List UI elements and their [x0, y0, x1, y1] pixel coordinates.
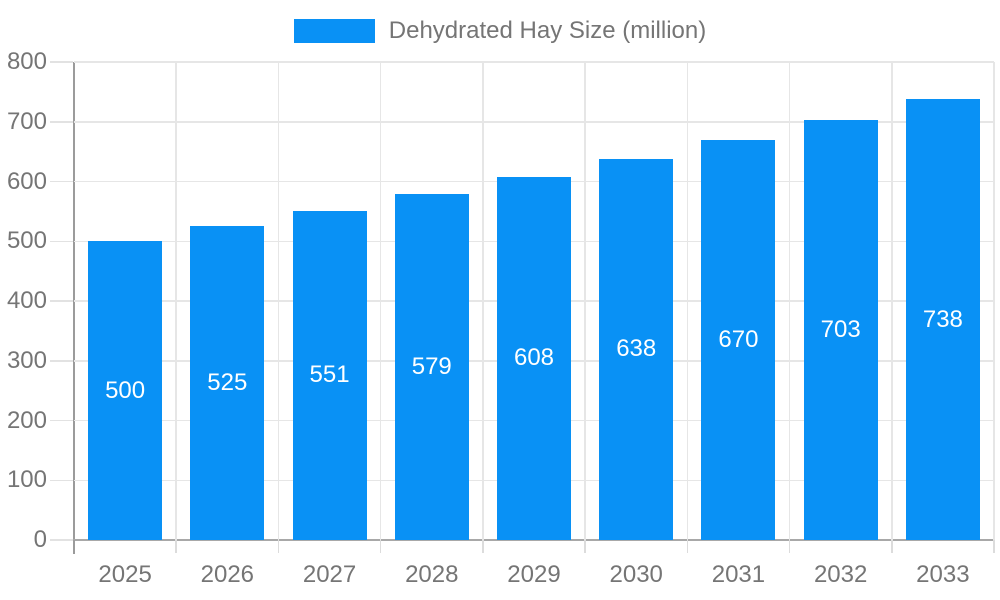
gridline-vertical [175, 62, 177, 540]
gridline-vertical [686, 62, 689, 540]
bar[interactable]: 525 [190, 226, 265, 540]
y-axis-tick-extension [73, 540, 76, 554]
plot-area: 500 525 551 579 608 638 670 703 738 [74, 61, 995, 540]
x-tick-label: 2033 [916, 561, 970, 588]
bar[interactable]: 551 [292, 210, 367, 540]
x-tick-label: 2026 [200, 561, 255, 588]
gridline-vertical [891, 62, 893, 540]
bar[interactable]: 638 [599, 158, 674, 540]
y-tick-mark [50, 180, 73, 183]
bar-value-label: 500 [105, 376, 146, 404]
y-tick-mark [50, 479, 73, 481]
gridline-vertical [379, 62, 382, 540]
bar-value-label: 525 [207, 369, 248, 397]
y-tick-label: 300 [6, 346, 47, 374]
y-tick-label: 500 [6, 227, 47, 255]
bar-value-label: 703 [820, 315, 861, 343]
y-tick-mark [50, 121, 73, 123]
gridline-horizontal [74, 61, 994, 63]
bar-value-label: 579 [411, 353, 452, 381]
bar[interactable]: 608 [497, 176, 571, 540]
y-tick-label: 200 [6, 406, 47, 434]
bar[interactable]: 579 [394, 194, 469, 540]
gridline-vertical [482, 62, 484, 540]
x-tick-label: 2032 [813, 561, 868, 588]
legend-swatch-icon [293, 19, 375, 43]
y-tick-mark [50, 360, 73, 362]
y-tick-label: 700 [6, 107, 47, 135]
gridline-vertical [584, 62, 586, 540]
x-tick-mark [277, 540, 280, 553]
x-tick-mark [891, 540, 893, 553]
gridline-vertical [993, 62, 995, 540]
y-tick-mark [50, 419, 73, 422]
x-tick-label: 2025 [98, 561, 152, 588]
legend[interactable]: Dehydrated Hay Size (million) [0, 18, 1000, 44]
y-tick-label: 800 [6, 48, 47, 75]
x-tick-mark [379, 540, 382, 553]
x-tick-label: 2030 [609, 561, 663, 588]
y-tick-label: 0 [33, 526, 47, 553]
x-tick-mark [788, 540, 791, 553]
x-tick-label: 2028 [405, 561, 459, 588]
bar[interactable]: 670 [701, 139, 776, 540]
bar[interactable]: 500 [88, 241, 163, 540]
legend-label: Dehydrated Hay Size (million) [388, 17, 707, 44]
bar-value-label: 638 [616, 335, 657, 363]
x-tick-mark [993, 540, 995, 553]
y-tick-label: 400 [6, 287, 47, 314]
x-tick-label: 2031 [711, 561, 766, 588]
gridline-vertical [788, 62, 791, 540]
y-tick-label: 600 [6, 167, 47, 195]
y-axis-line [72, 62, 75, 554]
bar[interactable]: 738 [905, 99, 980, 540]
x-tick-label: 2027 [302, 561, 357, 588]
y-tick-mark [50, 539, 73, 541]
gridline-vertical [277, 62, 280, 540]
x-tick-label: 2029 [507, 561, 561, 588]
gridline-horizontal [74, 121, 994, 123]
x-tick-mark [584, 540, 586, 553]
y-tick-label: 100 [6, 466, 47, 494]
x-tick-mark [482, 540, 484, 553]
y-tick-mark [50, 300, 73, 302]
bar-value-label: 551 [309, 361, 350, 389]
bar-value-label: 738 [922, 305, 963, 333]
y-tick-mark [50, 61, 73, 63]
bar-value-label: 608 [513, 344, 555, 372]
y-tick-mark [50, 240, 73, 242]
x-tick-mark [686, 540, 689, 553]
bar-value-label: 670 [718, 325, 759, 353]
bar[interactable]: 703 [803, 119, 878, 540]
x-tick-mark [175, 540, 177, 553]
